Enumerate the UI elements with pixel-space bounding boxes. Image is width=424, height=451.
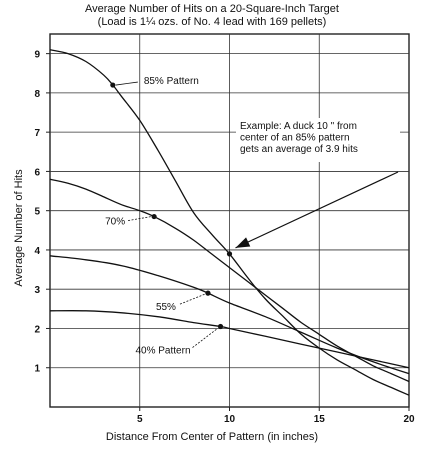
annotation-label-55: 55% — [156, 302, 176, 313]
series-line-0 — [49, 49, 410, 396]
annotation-label-85: 85% Pattern — [144, 76, 199, 87]
series-line-2 — [49, 255, 410, 375]
annotation-leader-55 — [179, 293, 206, 305]
chart-subtitle: (Load is 1¼ ozs. of No. 4 lead with 169 … — [97, 16, 327, 28]
annotation-label-70: 70% — [105, 217, 125, 228]
annotation-label-40: 40% Pattern — [135, 346, 190, 357]
annotation-leader-70 — [128, 216, 152, 221]
annotation-leader-40 — [192, 328, 218, 348]
y-tick-label-2: 2 — [34, 324, 40, 335]
y-tick-label-3: 3 — [34, 285, 40, 296]
y-tick-label-6: 6 — [34, 167, 40, 178]
example-arrow-shaft — [235, 171, 399, 249]
annotation-dot-55 — [205, 290, 211, 296]
y-tick-label-1: 1 — [34, 364, 40, 375]
y-tick-label-9: 9 — [34, 50, 40, 61]
y-tick-label-8: 8 — [34, 89, 40, 100]
annotation-dot-example — [226, 251, 233, 257]
example-callout-line-2: center of an 85% pattern — [240, 133, 350, 144]
example-arrow-head — [235, 237, 251, 248]
x-tick-label-10: 10 — [224, 414, 236, 425]
annotation-dot-40 — [217, 323, 224, 330]
y-tick-label-4: 4 — [34, 246, 40, 257]
annotation-leader-85 — [115, 81, 138, 86]
chart-title: Average Number of Hits on a 20-Square-In… — [85, 3, 339, 15]
x-tick-label-15: 15 — [314, 414, 326, 425]
annotation-dot-85 — [110, 82, 116, 88]
series-line-3 — [49, 310, 410, 369]
x-axis-label: Distance From Center of Pattern (in inch… — [105, 431, 319, 443]
annotation-dot-70 — [151, 213, 157, 220]
example-callout-box — [236, 118, 400, 162]
x-tick-label-20: 20 — [403, 414, 415, 425]
example-callout-line-3: gets an average of 3.9 hits — [240, 144, 358, 155]
x-tick-label-5: 5 — [137, 414, 143, 425]
y-tick-label-5: 5 — [34, 207, 40, 218]
example-callout-line-1: Example: A duck 10 " from — [240, 121, 357, 132]
y-tick-label-7: 7 — [34, 128, 40, 139]
